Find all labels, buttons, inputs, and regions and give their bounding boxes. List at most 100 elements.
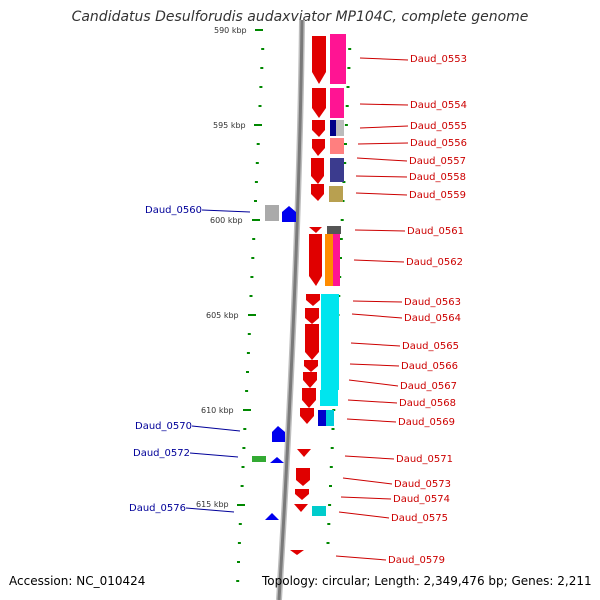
guide-dot — [237, 561, 240, 563]
reverse-gene-labels: Daud_0560 Daud_0570 Daud_0572 Daud_0576 — [129, 205, 202, 514]
kbp-tick-595 — [254, 124, 262, 126]
gene-arrow-0567 — [303, 372, 317, 388]
leader-line — [351, 313, 403, 319]
leader-line — [347, 399, 398, 404]
gene-arrow-0555 — [312, 120, 325, 137]
category-bar-0569 — [318, 410, 328, 426]
gene-box-0572-green — [252, 456, 266, 462]
leader-line — [335, 555, 387, 561]
gene-arrow-0565 — [305, 324, 319, 360]
gene-label-0576: Daud_0576 — [129, 503, 186, 514]
guide-dot — [254, 200, 257, 202]
topology-text: Topology: circular; Length: 2,349,476 bp… — [262, 574, 592, 588]
guide-dot — [245, 390, 249, 392]
gene-label-0566: Daud_0566 — [401, 361, 458, 372]
gene-label-0574: Daud_0574 — [393, 494, 450, 505]
gene-label-0561: Daud_0561 — [407, 226, 464, 237]
gene-arrow-0570 — [272, 426, 285, 442]
guide-dot — [242, 447, 246, 449]
kbp-label-615: 615 kbp — [196, 500, 229, 509]
guide-dot — [344, 143, 347, 145]
leader-line — [340, 496, 392, 500]
forward-gene-arrows — [290, 36, 326, 555]
gene-arrow-0571 — [297, 449, 311, 457]
gene-arrow-0562 — [309, 234, 322, 286]
gene-label-0568: Daud_0568 — [399, 398, 456, 409]
guide-dot — [252, 238, 256, 240]
reverse-gene-arrows — [252, 205, 296, 520]
guide-dot — [330, 447, 334, 449]
gene-arrow-0572 — [270, 457, 284, 463]
kbp-label-605: 605 kbp — [206, 311, 239, 320]
kbp-tick-600 — [252, 219, 260, 221]
guide-dot — [327, 523, 331, 525]
category-bar-0575 — [312, 506, 326, 516]
category-bar-0557 — [330, 158, 344, 182]
leader-line — [359, 57, 409, 61]
guide-dot — [246, 371, 249, 373]
gene-arrow-0556 — [312, 139, 325, 156]
forward-gene-labels: Daud_0553 Daud_0554 Daud_0555 Daud_0556 … — [388, 54, 467, 566]
guide-dot — [247, 333, 251, 335]
gene-label-0575: Daud_0575 — [391, 513, 448, 524]
guide-dot — [326, 542, 330, 544]
gene-arrow-0566 — [304, 360, 318, 372]
gene-label-0569: Daud_0569 — [398, 417, 455, 428]
gene-label-0556: Daud_0556 — [410, 138, 467, 149]
gene-label-0557: Daud_0557 — [409, 156, 466, 167]
leader-line — [356, 157, 408, 162]
guide-dot — [260, 67, 264, 69]
guide-dot — [236, 580, 240, 582]
category-bars — [312, 34, 346, 516]
guide-dot — [331, 428, 335, 430]
leader-line — [352, 300, 403, 303]
kbp-label-595: 595 kbp — [213, 121, 246, 130]
gene-arrow-0560 — [282, 206, 296, 222]
category-bar-0559 — [329, 186, 343, 202]
gene-label-0573: Daud_0573 — [394, 479, 451, 490]
guide-dot — [340, 219, 344, 221]
gene-arrow-0564 — [305, 308, 319, 324]
kbp-label-600: 600 kbp — [210, 216, 243, 225]
gene-label-0562: Daud_0562 — [406, 257, 463, 268]
gene-label-0571: Daud_0571 — [396, 454, 453, 465]
leader-line — [353, 259, 405, 263]
category-bar-0555b — [336, 120, 344, 136]
leader-line — [185, 507, 235, 513]
gene-arrow-0558 — [311, 184, 324, 201]
map-title: Candidatus Desulforudis audaxviator MP10… — [71, 9, 529, 25]
guide-dot — [237, 542, 241, 544]
gene-arrow-0563 — [306, 294, 320, 306]
category-bar-0553 — [330, 34, 346, 84]
guide-dot — [241, 466, 245, 468]
genome-backbone-core — [277, 19, 304, 600]
gene-label-0558: Daud_0558 — [409, 172, 466, 183]
guide-dot — [249, 295, 253, 297]
leader-line — [344, 455, 395, 460]
guide-dot — [243, 428, 247, 430]
guide-dot — [344, 124, 348, 126]
leader-line — [359, 125, 409, 129]
guide-dot — [240, 485, 244, 487]
kbp-scale: 590 kbp 595 kbp 600 kbp 605 kbp 610 kbp … — [196, 26, 263, 509]
category-bar-0569b — [326, 410, 334, 426]
leader-line — [348, 379, 399, 387]
category-bar-0562a — [325, 234, 333, 286]
guide-dot — [258, 105, 262, 107]
category-bar-cyan-b — [320, 390, 338, 406]
gene-arrow-0579 — [290, 550, 304, 555]
guide-dot — [256, 143, 260, 145]
guide-dot — [261, 48, 265, 50]
guide-dot — [347, 67, 351, 69]
guide-dot — [339, 238, 343, 240]
gene-box-0560-grey — [265, 205, 279, 221]
guide-dot — [246, 352, 250, 354]
kbp-tick-590 — [255, 29, 263, 31]
guide-dot — [329, 466, 333, 468]
kbp-label-590: 590 kbp — [214, 26, 247, 35]
leader-line — [189, 452, 239, 458]
gene-label-0572: Daud_0572 — [133, 448, 190, 459]
guide-dot — [250, 276, 254, 278]
gene-arrow-0569 — [300, 408, 314, 424]
